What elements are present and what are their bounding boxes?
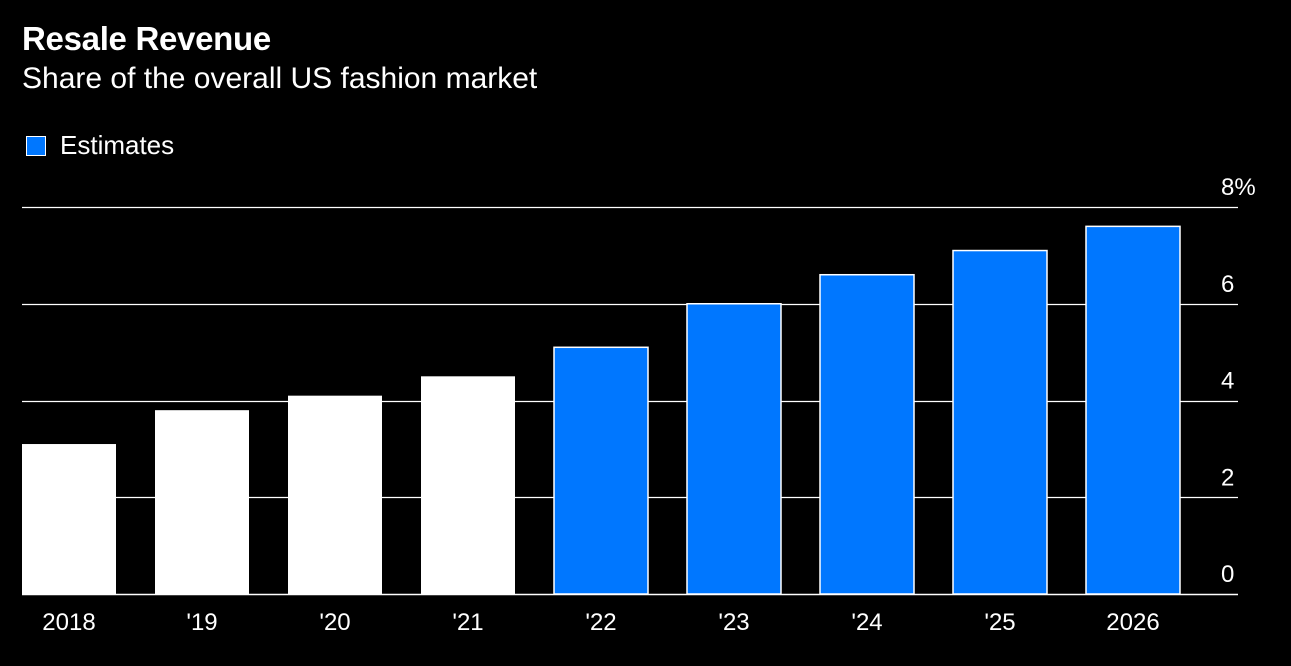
y-tick-label-6: 6 [1221, 271, 1234, 298]
bars [22, 225, 1181, 595]
x-tick-label-21: '21 [452, 609, 483, 636]
bar-19 [155, 410, 249, 594]
legend-swatch-estimates [26, 135, 46, 156]
bar-22 [553, 346, 649, 595]
bar-25 [952, 249, 1048, 595]
bar-21 [421, 376, 515, 594]
y-tick-label-8: 8% [1221, 174, 1256, 201]
x-tick-label-24: '24 [851, 609, 882, 636]
bar-23 [686, 303, 782, 595]
x-tick-label-19: '19 [186, 609, 217, 636]
bar-2026 [1085, 225, 1181, 595]
bar-2018 [22, 444, 116, 594]
y-tick-label-4: 4 [1221, 368, 1234, 395]
x-tick-label-22: '22 [585, 609, 616, 636]
bar-20 [288, 395, 382, 594]
y-tick-label-0: 0 [1221, 561, 1234, 588]
legend-label-estimates: Estimates [60, 130, 175, 160]
x-axis-tick-labels: 2018 '19 '20 '21 '22 '23 '24 '25 2026 [42, 609, 1159, 636]
legend: Estimates [26, 130, 174, 161]
chart-title: Resale Revenue [22, 20, 271, 57]
chart-subtitle: Share of the overall US fashion market [22, 62, 538, 95]
x-tick-label-23: '23 [718, 609, 749, 636]
x-tick-label-20: '20 [319, 609, 350, 636]
x-tick-label-2018: 2018 [42, 609, 95, 636]
x-tick-label-25: '25 [984, 609, 1015, 636]
x-tick-label-2026: 2026 [1106, 609, 1159, 636]
y-tick-label-2: 2 [1221, 464, 1234, 491]
bar-24 [819, 273, 915, 595]
y-axis-tick-labels: 0 2 4 6 8% [1221, 174, 1256, 588]
